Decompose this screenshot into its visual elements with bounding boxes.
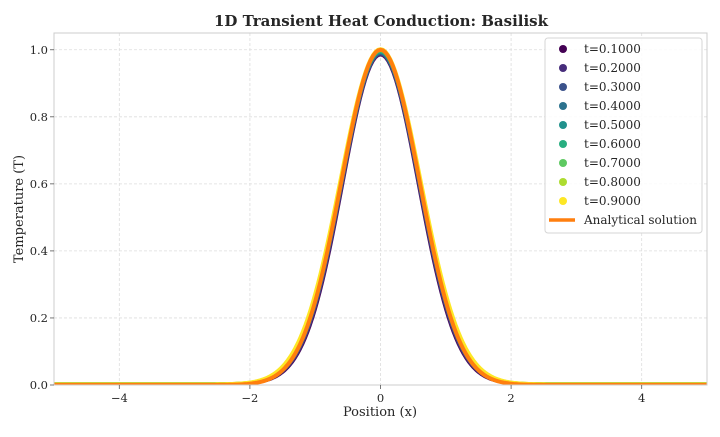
- legend-label: Analytical solution: [583, 213, 697, 227]
- legend-marker: [559, 197, 567, 205]
- analytical-solution-line: [54, 47, 707, 385]
- legend-marker: [559, 102, 567, 110]
- series-layer: [54, 47, 707, 385]
- legend-label: t=0.6000: [584, 137, 641, 151]
- legend-marker: [559, 83, 567, 91]
- y-tick-label: 0.6: [30, 177, 48, 191]
- legend-marker: [559, 159, 567, 167]
- chart-title: 1D Transient Heat Conduction: Basilisk: [214, 12, 549, 30]
- legend-label: t=0.8000: [584, 175, 641, 189]
- legend-label: t=0.2000: [584, 61, 641, 75]
- legend-marker: [559, 45, 567, 53]
- legend-marker: [559, 178, 567, 186]
- x-tick-label: −4: [111, 391, 128, 405]
- legend-marker: [559, 121, 567, 129]
- legend-box: [544, 37, 703, 234]
- x-tick-label: 0: [377, 391, 384, 405]
- y-tick-label: 0.4: [30, 244, 48, 258]
- y-tick-label: 0.0: [30, 378, 48, 392]
- y-tick-label: 1.0: [30, 43, 48, 57]
- y-tick-label: 0.2: [30, 311, 48, 325]
- x-tick-label: −2: [241, 391, 258, 405]
- legend-label: t=0.5000: [584, 118, 641, 132]
- x-tick-label: 2: [507, 391, 514, 405]
- legend-label: t=0.1000: [584, 42, 641, 56]
- legend-label: t=0.9000: [584, 194, 641, 208]
- legend: t=0.1000 t=0.2000 t=0.3000 t=0.4000 t=0.5000…: [544, 37, 703, 234]
- x-axis-label: Position (x): [343, 405, 417, 420]
- series-group: [54, 47, 707, 385]
- legend-label: t=0.7000: [584, 156, 641, 170]
- legend-marker: [559, 64, 567, 72]
- legend-label: t=0.3000: [584, 80, 641, 94]
- x-tick-label: 4: [638, 391, 645, 405]
- ticks: −4 −2 0 2 4 0.0 0.2 0.4 0.6 0.8 1.0: [30, 43, 646, 405]
- y-tick-label: 0.8: [30, 110, 48, 124]
- legend-marker: [559, 140, 567, 148]
- y-axis-label: Temperature (T): [12, 155, 27, 263]
- legend-label: t=0.4000: [584, 99, 641, 113]
